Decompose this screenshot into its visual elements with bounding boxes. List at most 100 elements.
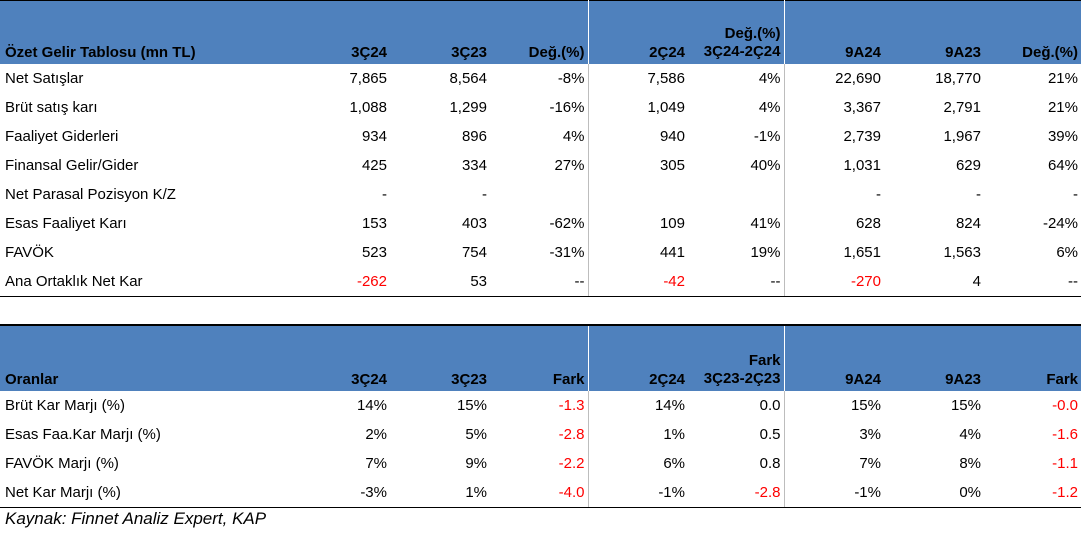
table-cell: 41% [750, 215, 781, 232]
table-cell: 22,690 [783, 64, 884, 93]
income-header-cell: Değ.(%) [490, 0, 588, 64]
row-label: Brüt Kar Marjı (%) [5, 397, 126, 414]
table-row: Brüt satış karı 1,088 1,299 -16% 1,049 4% 3,36… [0, 93, 1081, 122]
income-header-cell: 9A24 [783, 0, 884, 64]
row-label: Brüt satış karı [5, 99, 98, 116]
table-cell: 824 [955, 215, 981, 232]
table-cell: -62% [549, 215, 585, 232]
table-cell [587, 180, 688, 209]
ratios-header-cell: 9A23 [884, 325, 984, 391]
table-row: Esas Faaliyet Karı 153 403 -62% 109 41% 628 824… [0, 209, 1081, 238]
table-cell: 0.0 [759, 397, 781, 414]
table-cell: 0.8 [759, 455, 781, 472]
table-cell: 0.5 [759, 426, 781, 443]
ratios-header-cell: Fark 3Ç23-2Ç23 [688, 325, 784, 391]
table-cell [490, 180, 588, 209]
table-cell: 109 [587, 209, 688, 238]
table-cell: 7% [783, 449, 884, 478]
table-cell: -3% [290, 478, 390, 508]
row-label: Esas Faa.Kar Marjı (%) [5, 426, 161, 443]
income-header-cell: 9A23 [884, 0, 984, 64]
table-cell: 8% [959, 455, 981, 472]
ratios-header-cell: 3Ç23 [390, 325, 490, 391]
table-cell: 1,088 [349, 99, 387, 116]
income-header-cell: 3Ç24 [290, 0, 390, 64]
table-row: Net Parasal Pozisyon K/Z - - - - - [0, 180, 1081, 209]
table-cell: - [783, 180, 884, 209]
income-header-row: Özet Gelir Tablosu (mn TL) 3Ç24 3Ç23 Değ.(%… [0, 0, 1081, 64]
income-header-cell: 3Ç23 [390, 0, 490, 64]
income-header-cell: Değ.(%) [984, 0, 1081, 64]
table-cell: 153 [361, 215, 387, 232]
table-cell: 6% [1056, 244, 1078, 261]
table-cell: 2,791 [943, 99, 981, 116]
ratios-header-cell: Fark [490, 325, 588, 391]
table-cell: 21% [1047, 99, 1078, 116]
table-row: FAVÖK 523 754 -31% 441 19% 1,651 1,563 6% [0, 238, 1081, 267]
row-label: Esas Faaliyet Karı [5, 215, 127, 232]
table-cell: 6% [587, 449, 688, 478]
table-cell: 1,563 [943, 244, 981, 261]
table-cell: 934 [361, 128, 387, 145]
table-cell: -- [688, 267, 784, 297]
table-cell: -262 [290, 267, 390, 297]
table-cell: 4% [959, 426, 981, 443]
table-cell: -1.2 [984, 478, 1081, 508]
table-cell: 39% [1047, 128, 1078, 145]
table-cell: 1% [587, 420, 688, 449]
table-cell: 896 [461, 128, 487, 145]
row-label: Faaliyet Giderleri [5, 128, 119, 145]
table-cell: 2,739 [783, 122, 884, 151]
table-cell: 334 [461, 157, 487, 174]
income-body: Net Satışlar 7,865 8,564 -8% 7,586 4% 22,690 18… [0, 64, 1081, 297]
income-header-cell: 2Ç24 [587, 0, 688, 64]
table-cell: 4 [884, 267, 984, 297]
income-header-line: 3Ç24-2Ç24 [703, 43, 781, 60]
table-cell: 754 [461, 244, 487, 261]
income-statement-table: Özet Gelir Tablosu (mn TL) 3Ç24 3Ç23 Değ.(%… [0, 0, 1081, 297]
table-cell: 2% [365, 426, 387, 443]
table-cell: 19% [750, 244, 781, 261]
table-row: Esas Faa.Kar Marjı (%) 2% 5% -2.8 1% 0.5 3% 4% -… [0, 420, 1081, 449]
table-row: Faaliyet Giderleri 934 896 4% 940 -1% 2,739 1,9… [0, 122, 1081, 151]
table-cell: 15% [783, 391, 884, 420]
income-header-cell: Değ.(%) 3Ç24-2Ç24 [688, 0, 784, 64]
table-row: Finansal Gelir/Gider 425 334 27% 305 40% 1,031… [0, 151, 1081, 180]
ratios-header-cell: Oranlar [0, 325, 290, 391]
table-cell: 9% [465, 455, 487, 472]
row-label: Ana Ortaklık Net Kar [0, 267, 290, 297]
table-cell: 15% [950, 397, 981, 414]
table-cell: 1% [390, 478, 490, 508]
table-row: Net Kar Marjı (%) -3% 1% -4.0 -1% -2.8 -1% 0% -1… [0, 478, 1081, 508]
table-cell: 425 [361, 157, 387, 174]
ratios-header-line: 3Ç23-2Ç23 [703, 370, 781, 387]
income-header-cell: Özet Gelir Tablosu (mn TL) [0, 0, 290, 64]
table-cell: - [482, 186, 487, 203]
table-cell [688, 180, 784, 209]
table-cell: -- [984, 267, 1081, 297]
table-cell: -1.6 [1052, 426, 1078, 443]
table-cell: -1.3 [558, 397, 585, 414]
table-cell: 27% [554, 157, 585, 174]
table-cell: - [1073, 186, 1078, 203]
table-cell: 53 [390, 267, 490, 297]
table-cell: - [382, 186, 387, 203]
table-cell: 1,049 [587, 93, 688, 122]
table-cell: 7,865 [349, 70, 387, 87]
ratios-header-row: Oranlar 3Ç24 3Ç23 Fark 2Ç24 Fark 3Ç23-2Ç23 9A24… [0, 325, 1081, 391]
source-note: Kaynak: Finnet Analiz Expert, KAP [5, 509, 267, 528]
table-cell: 1,031 [783, 151, 884, 180]
ratios-header-cell: 2Ç24 [587, 325, 688, 391]
table-cell: -8% [557, 70, 585, 87]
table-cell: 64% [1047, 157, 1078, 174]
table-cell: -4.0 [490, 478, 588, 508]
table-cell: -1% [753, 128, 781, 145]
table-cell: 8,564 [449, 70, 487, 87]
row-label: Net Parasal Pozisyon K/Z [5, 186, 176, 203]
table-cell: 5% [465, 426, 487, 443]
ratios-header-line: Fark [748, 352, 781, 369]
table-cell: 940 [587, 122, 688, 151]
table-cell: -1% [587, 478, 688, 508]
row-label: Finansal Gelir/Gider [5, 157, 139, 174]
table-cell: -1% [783, 478, 884, 508]
